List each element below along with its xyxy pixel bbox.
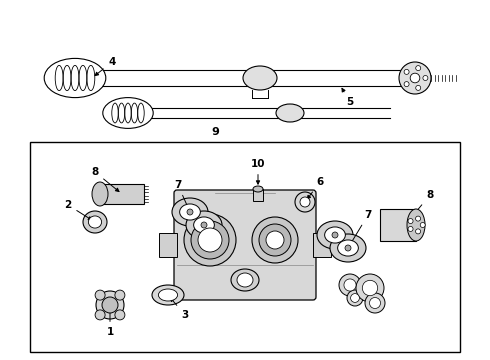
Ellipse shape [184,214,236,266]
Ellipse shape [266,231,284,249]
Ellipse shape [317,221,353,249]
Bar [30,142,460,352]
Circle shape [201,222,207,228]
Circle shape [345,245,351,251]
Text: 7: 7 [350,210,372,245]
Ellipse shape [252,217,298,263]
Ellipse shape [88,216,101,228]
Circle shape [115,290,125,300]
Text: 8: 8 [91,167,119,192]
Ellipse shape [44,58,106,98]
Circle shape [410,73,420,83]
Text: 3: 3 [171,298,189,320]
Circle shape [416,216,420,221]
Ellipse shape [237,273,253,287]
Circle shape [115,310,125,320]
Ellipse shape [152,285,184,305]
Circle shape [356,274,384,302]
Circle shape [362,280,378,296]
Ellipse shape [83,211,107,233]
Bar [313,233,331,257]
Circle shape [295,192,315,212]
Circle shape [420,222,425,228]
Circle shape [351,294,359,302]
Ellipse shape [198,228,222,252]
Circle shape [416,66,421,71]
Ellipse shape [325,227,345,243]
Text: 8: 8 [408,190,434,222]
Ellipse shape [276,104,304,122]
Bar [159,233,177,257]
Circle shape [404,69,409,75]
Circle shape [365,293,385,313]
Bar [253,189,263,201]
Circle shape [347,290,363,306]
Text: 9: 9 [211,127,219,137]
Text: 2: 2 [64,200,92,220]
Ellipse shape [191,221,229,259]
Circle shape [96,291,124,319]
Bar [380,209,416,241]
Text: 6: 6 [307,177,323,199]
Ellipse shape [92,182,108,206]
FancyBboxPatch shape [174,190,316,300]
Ellipse shape [231,269,259,291]
Ellipse shape [194,217,214,233]
Ellipse shape [172,198,208,226]
Circle shape [416,229,420,234]
Text: 1: 1 [106,309,114,337]
Text: 7: 7 [174,180,189,208]
Circle shape [95,310,105,320]
Circle shape [423,76,428,81]
Text: 10: 10 [251,159,265,184]
Circle shape [102,297,118,313]
Circle shape [369,297,381,309]
Circle shape [339,274,361,296]
Ellipse shape [103,98,153,129]
Bar [100,184,144,204]
Circle shape [344,279,356,291]
Circle shape [399,62,431,94]
Circle shape [95,290,105,300]
Circle shape [408,226,413,231]
Text: 4: 4 [95,57,116,76]
Ellipse shape [186,211,222,239]
Ellipse shape [330,234,366,262]
Ellipse shape [253,186,263,192]
Ellipse shape [180,204,200,220]
Circle shape [300,197,310,207]
Ellipse shape [158,289,177,301]
Circle shape [332,232,338,238]
Ellipse shape [259,224,291,256]
Ellipse shape [407,209,425,241]
Ellipse shape [243,66,277,90]
Text: 5: 5 [342,88,354,107]
Circle shape [187,209,193,215]
Ellipse shape [338,240,358,256]
Circle shape [408,219,413,224]
Circle shape [416,85,421,90]
Circle shape [404,82,409,87]
